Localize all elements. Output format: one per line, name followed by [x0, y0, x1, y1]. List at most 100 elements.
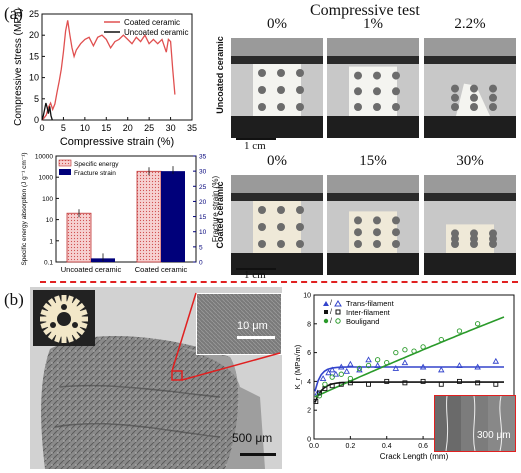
data-point: [402, 347, 408, 353]
legend-marker-0: [334, 300, 342, 307]
data-point: [420, 378, 426, 384]
panel-divider: [40, 281, 518, 283]
legend-swatch-0: [58, 159, 72, 167]
data-point: [493, 381, 499, 387]
data-point: [402, 380, 408, 386]
y-tick-label: 0: [307, 437, 311, 444]
y-tick-label: 10: [29, 73, 39, 83]
x-tick-label: 35: [187, 123, 197, 133]
y-axis-label: K_r (MPa√m): [293, 344, 302, 389]
y-tick-label: 8: [307, 321, 311, 328]
legend-sep: /: [330, 300, 332, 307]
data-point: [328, 366, 336, 373]
data-point: [356, 365, 363, 372]
legend-label-1: Uncoated ceramic: [124, 28, 188, 37]
crack-inset-photo: 300 μm: [434, 395, 516, 452]
y-left-tick-label: 10000: [35, 154, 53, 161]
x-tick-label: 0.4: [382, 443, 392, 450]
x-tick-label: 0.2: [345, 443, 355, 450]
x-tick-label: 25: [144, 123, 154, 133]
crack-inset-scale-label: 300 μm: [477, 430, 511, 441]
bar-energy-1: [136, 170, 162, 263]
x-tick-label: 15: [101, 123, 111, 133]
data-point: [438, 336, 444, 343]
scale-bar-top-label: 1 cm: [244, 140, 266, 152]
data-point: [338, 363, 345, 370]
coated-strain-label-0: 0%: [267, 153, 287, 169]
x-tick-label: 20: [123, 123, 133, 133]
x-tick-label: 10: [80, 123, 90, 133]
gear-icon: [40, 295, 88, 343]
scale-bar-bottom-label: 1 cm: [244, 269, 266, 281]
data-point: [365, 362, 372, 369]
legend-marker-0: [323, 301, 329, 306]
sem-magnified-inset: 10 μm: [196, 293, 282, 355]
data-point: [475, 380, 481, 386]
data-point: [347, 360, 354, 367]
bar-fracture-1: [161, 171, 185, 262]
y-tick-label: 25: [29, 9, 39, 19]
data-point: [338, 371, 344, 377]
gear-tooth: [61, 295, 67, 303]
data-point: [492, 357, 500, 364]
y-left-tick-label: 100: [42, 196, 53, 203]
coated-photo-1: [327, 175, 419, 275]
data-point: [316, 393, 323, 399]
sem-inset-scale-label: 10 μm: [237, 320, 268, 332]
y-left-tick-label: 0.1: [44, 260, 53, 267]
bar-energy-0: [66, 212, 92, 263]
y-left-tick-label: 10: [46, 217, 54, 224]
fit-curve-2: [314, 316, 505, 398]
y-tick-label: 5: [34, 94, 39, 104]
uncoated-strain-label-1: 1%: [363, 16, 383, 32]
category-label-1: Coated ceramic: [135, 265, 188, 274]
data-point: [384, 360, 390, 366]
x-tick-label: 0.0: [309, 443, 319, 450]
data-point: [365, 356, 372, 363]
y-right-tick-label: 0: [199, 260, 203, 267]
coated-strain-label-1: 15%: [359, 153, 387, 169]
legend-label-1: Inter-filament: [346, 308, 391, 317]
y-left-tick-label: 1000: [39, 175, 54, 182]
plot-frame: [41, 13, 193, 121]
y-right-tick-label: 10: [199, 229, 207, 236]
legend-marker-1: [335, 309, 341, 315]
gear-tooth: [40, 316, 48, 322]
uncoated-strain-label-2: 2.2%: [454, 16, 486, 32]
y-tick-label: 6: [307, 350, 311, 357]
data-point: [438, 381, 444, 387]
y-right-tick-label: 35: [199, 154, 207, 161]
legend-label-0: Specific energy: [74, 161, 119, 168]
series-line-1: [41, 102, 53, 121]
uncoated-photo-0: [231, 38, 323, 138]
data-point: [420, 344, 426, 350]
x-axis-label: Compressive strain (%): [60, 136, 174, 148]
uncoated-strain-label-0: 0%: [267, 16, 287, 32]
y-tick-label: 0: [34, 115, 39, 125]
sem-main-scale-label: 500 μm: [232, 431, 273, 445]
y-right-axis-label: Fracture strain (%): [211, 176, 220, 243]
legend-marker-2: [323, 318, 329, 324]
data-point: [457, 378, 462, 384]
y-right-tick-label: 25: [199, 184, 207, 191]
x-tick-label: 5: [61, 123, 66, 133]
y-tick-label: 15: [29, 51, 39, 61]
data-point: [411, 348, 417, 354]
y-tick-label: 10: [303, 293, 311, 300]
data-point: [366, 381, 371, 387]
y-right-tick-label: 30: [199, 169, 207, 176]
legend-marker-1: [324, 310, 328, 314]
y-right-tick-label: 20: [199, 199, 207, 206]
y-left-tick-label: 1: [49, 238, 53, 245]
y-tick-label: 20: [29, 30, 39, 40]
data-point: [456, 328, 463, 334]
uncoated-photo-1: [327, 38, 419, 138]
uncoated-row-label: Uncoated ceramic: [215, 36, 225, 114]
sem-inset-scale-bar: [237, 336, 275, 339]
data-point: [313, 399, 319, 405]
legend-sep: /: [330, 309, 332, 316]
fit-curve-0: [314, 366, 504, 392]
data-point: [332, 370, 340, 377]
data-point: [374, 357, 381, 363]
series-line-0: [41, 20, 176, 121]
